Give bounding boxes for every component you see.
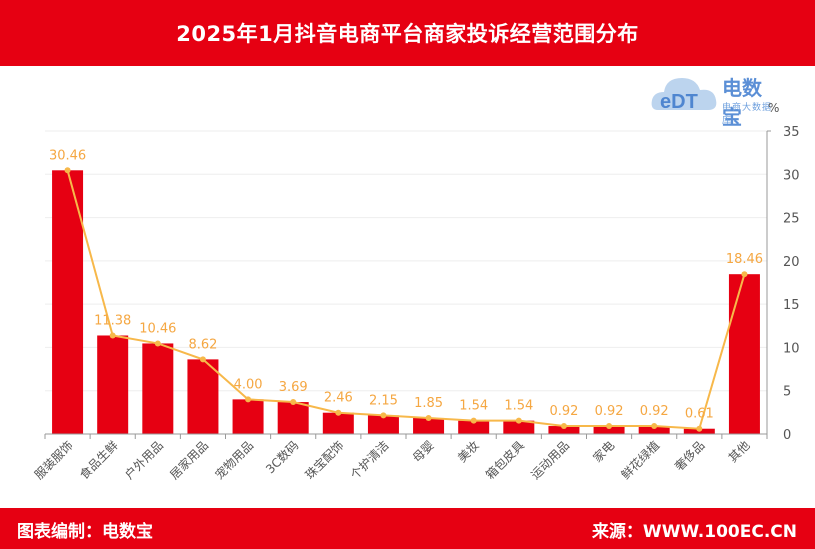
data-label: 3.69 [279, 380, 308, 395]
cloud-logo-icon: eDT [651, 78, 717, 113]
header-bar: 2025年1月抖音电商平台商家投诉经营范围分布 [0, 0, 815, 66]
data-label: 8.62 [188, 337, 217, 352]
bar [52, 170, 84, 434]
data-label: 18.46 [726, 252, 763, 267]
line-point [154, 340, 161, 347]
x-tick-label: 户外用品 [121, 438, 166, 483]
line-point [651, 423, 658, 430]
x-tick-label: 珠宝配饰 [303, 438, 347, 482]
bar [458, 420, 490, 434]
bar [728, 274, 760, 434]
data-label: 11.38 [94, 313, 131, 328]
logo-mark-text: eDT [660, 91, 698, 113]
data-label: 2.15 [369, 393, 398, 408]
bars [52, 170, 760, 434]
bar [638, 426, 670, 434]
data-label: 1.54 [459, 399, 488, 414]
data-label: 1.54 [504, 399, 533, 414]
bar [367, 415, 399, 434]
bar [593, 426, 625, 434]
line-point [741, 271, 748, 278]
logo-name: 电数宝 [722, 76, 762, 129]
x-tick-label: 其他 [726, 438, 753, 465]
data-label: 0.92 [640, 404, 669, 419]
line-point [245, 396, 252, 403]
data-label: 0.61 [685, 407, 714, 422]
x-tick-label: 3C数码 [262, 438, 301, 477]
bar [503, 420, 535, 434]
bar [413, 417, 445, 434]
data-label: 4.00 [234, 377, 263, 392]
y-tick-label: 30 [783, 168, 800, 183]
data-label: 1.85 [414, 396, 443, 411]
bar [142, 343, 174, 434]
line-point [515, 417, 522, 424]
y-unit-label: % [768, 101, 779, 115]
y-axis: 0 5 10 15 20 25 30 35% [766, 101, 800, 443]
line-point [199, 356, 206, 363]
footer-credit: 图表编制：电数宝 [17, 522, 153, 542]
logo-subtitle: 电商大数据库 [722, 103, 773, 126]
line-point [290, 399, 297, 406]
y-tick-label: 15 [783, 298, 800, 313]
bar [232, 399, 264, 434]
bar [548, 426, 580, 434]
x-tick-label: 居家用品 [167, 438, 212, 483]
x-tick-label: 母婴 [410, 438, 437, 465]
x-tick-label: 奢侈品 [672, 438, 707, 473]
y-tick-label: 25 [783, 212, 800, 227]
x-tick-label: 鲜花绿植 [618, 438, 663, 483]
x-tick-label: 食品生鲜 [76, 438, 121, 483]
line-point [470, 417, 477, 424]
chart-area: 0 5 10 15 20 25 30 35% 服装服饰 食品生鲜 户外用品 居家用品 宠物用品 3C数码… [32, 101, 800, 483]
line-point [696, 425, 703, 432]
data-label: 10.46 [139, 321, 176, 336]
y-tick-label: 10 [783, 341, 800, 356]
line-point [335, 409, 342, 416]
data-label: 30.46 [49, 148, 86, 163]
x-tick-label: 家电 [590, 438, 618, 466]
x-tick-label: 宠物用品 [212, 438, 257, 483]
data-label: 0.92 [549, 404, 578, 419]
logo: eDT 电数宝 电商大数据库 [650, 70, 780, 129]
line-point [425, 414, 432, 421]
line-point [109, 332, 116, 339]
data-label: 2.46 [324, 391, 353, 406]
x-tick-label: 美妆 [455, 438, 482, 465]
x-tick-label: 箱包皮具 [482, 438, 527, 483]
line-point [606, 423, 613, 430]
y-tick-label: 20 [783, 255, 800, 270]
data-labels: 30.46 11.38 10.46 8.62 4.00 3.69 2.46 2.15 1.85 1… [49, 148, 763, 421]
bar [277, 402, 309, 434]
y-tick-label: 5 [783, 385, 791, 400]
line-point [380, 412, 387, 419]
line-point [64, 167, 71, 174]
x-tick-label: 服装服饰 [32, 438, 76, 482]
bar [322, 412, 354, 434]
chart-title: 2025年1月抖音电商平台商家投诉经营范围分布 [176, 22, 639, 46]
bar [187, 359, 219, 434]
x-axis: 服装服饰 食品生鲜 户外用品 居家用品 宠物用品 3C数码 珠宝配饰 个护清洁 母婴 美妆 箱包皮具… [32, 433, 768, 483]
x-tick-label: 运动用品 [528, 438, 572, 482]
line-series [64, 167, 748, 432]
y-tick-label: 35 [783, 125, 800, 140]
footer-source: 来源：WWW.100EC.CN [591, 522, 797, 542]
data-label: 0.92 [595, 404, 624, 419]
bar [97, 335, 129, 434]
line-point [560, 423, 567, 430]
x-tick-label: 个护清洁 [348, 438, 392, 482]
footer-bar: 图表编制：电数宝 来源：WWW.100EC.CN [0, 508, 815, 549]
y-tick-label: 0 [783, 428, 791, 443]
line-path [66, 170, 746, 430]
